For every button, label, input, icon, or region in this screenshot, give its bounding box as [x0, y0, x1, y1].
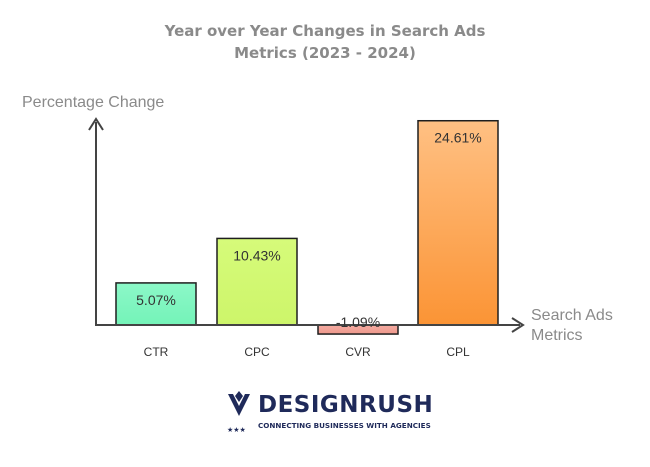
- chart-title: Year over Year Changes in Search Ads Met…: [0, 20, 650, 64]
- x-axis-label: Search Ads Metrics: [531, 306, 641, 346]
- brand-name: DESIGNRUSH: [258, 392, 434, 418]
- data-label-cvr: -1.09%: [336, 314, 380, 330]
- bar-cpl: [417, 119, 499, 326]
- category-label-cpl: CPL: [446, 345, 470, 359]
- data-label-ctr: 5.07%: [136, 292, 176, 308]
- designrush-emblem-icon: ★★★: [227, 391, 250, 434]
- designrush-logo: ★★★ DESIGNRUSH CONNECTING BUSINESSES WIT…: [224, 390, 444, 440]
- data-label-cpl: 24.61%: [434, 130, 481, 146]
- x-axis-label-line-2: Metrics: [531, 327, 583, 344]
- brand-tagline: CONNECTING BUSINESSES WITH AGENCIES: [258, 421, 431, 430]
- chart-title-line-1: Year over Year Changes in Search Ads: [164, 22, 486, 40]
- x-axis-label-line-1: Search Ads: [531, 307, 613, 324]
- y-axis-arrow: [88, 117, 104, 131]
- bar-cpc: [216, 237, 298, 326]
- labels-group: 5.07% CTR 10.43% CPC -1.09% CVR 24.61% CPL: [136, 130, 482, 359]
- category-label-cvr: CVR: [345, 345, 371, 359]
- data-label-cpc: 10.43%: [233, 247, 280, 263]
- category-label-cpc: CPC: [244, 345, 270, 359]
- x-axis-arrow: [511, 317, 525, 333]
- svg-text:★★★: ★★★: [227, 426, 246, 434]
- category-label-ctr: CTR: [144, 345, 169, 359]
- y-axis-label: Percentage Change: [22, 94, 165, 111]
- chart-title-line-2: Metrics (2023 - 2024): [234, 44, 416, 62]
